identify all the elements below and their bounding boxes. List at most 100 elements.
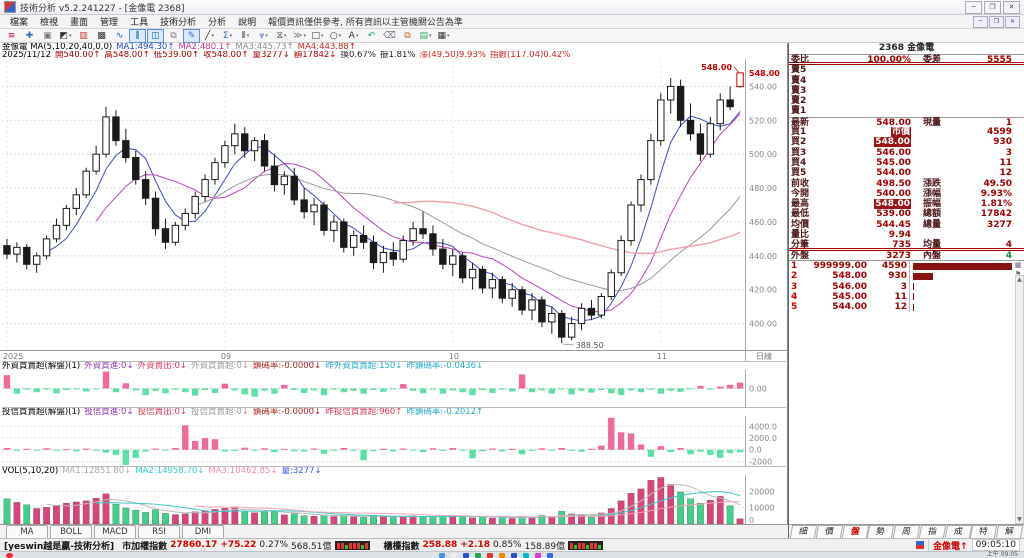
quote-value-2 (959, 230, 1022, 240)
window-icon[interactable]: ▣ (39, 29, 56, 43)
quote-value: 9.94 (888, 230, 911, 241)
draw-icon-glyph: ✎ (187, 30, 196, 41)
menu-item-5[interactable]: 技術分析 (160, 18, 197, 28)
chart-panel-icon-glyph: ◫ (151, 30, 160, 41)
quote-panel: 2368 金像電 委比 100.00% 委差 5555 賣5 賣4 賣3 賣2 賣1 最新 548.0… (788, 43, 1024, 538)
draw-icon[interactable]: ✎ (183, 28, 200, 43)
grid-icon[interactable]: ▦ (1014, 261, 1022, 269)
menu-item-7[interactable]: 說明 (238, 18, 257, 28)
menu-item-2[interactable]: 畫面 (70, 18, 89, 28)
taskbar-app-icon[interactable] (439, 552, 445, 558)
menu-item-0[interactable]: 檔案 (10, 18, 29, 28)
quote-tab-解[interactable]: 解 (996, 525, 1024, 538)
quote-tab-細[interactable]: 細 (789, 525, 817, 538)
quote-label-2: 振幅 (923, 199, 942, 210)
menu-item-1[interactable]: 檢視 (40, 18, 59, 28)
quote-value: 544.45 (876, 219, 911, 230)
indicator-tab-boll[interactable]: BOLL (50, 525, 92, 538)
undo-icon[interactable]: ↶ (363, 29, 380, 43)
child-close-button[interactable]: ✕ (1005, 15, 1020, 28)
quote-tab-勢[interactable]: 勢 (867, 525, 895, 538)
bid-price: 546.00 (876, 147, 911, 158)
ask-row-1: 賣1 (789, 106, 1024, 116)
chart-candle-icon[interactable]: ⫼ (129, 28, 146, 43)
depth-row: 5 544.00 12 (789, 302, 1024, 313)
scroll-up-icon[interactable]: ▲ (1017, 276, 1022, 283)
quote-tab-周[interactable]: 周 (892, 525, 921, 538)
chart-line-icon[interactable]: ∿ (111, 29, 128, 43)
add-icon[interactable]: ✚ (21, 29, 38, 43)
menu-item-3[interactable]: 管理 (100, 18, 119, 28)
indicator-tab-ma[interactable]: MA (6, 525, 48, 538)
trendline-icon[interactable]: ╱ ▾ (201, 29, 218, 43)
indicator-tab-macd[interactable]: MACD (94, 525, 136, 538)
taskbar-app-icon[interactable] (535, 552, 541, 558)
kline-bw-icon[interactable]: ▩ (93, 29, 110, 43)
bid-row-3: 買3 546.00 3 (789, 148, 1024, 158)
taskbar-app-icon[interactable] (463, 552, 469, 558)
taskbar-app-icon[interactable] (475, 552, 481, 558)
kline-red-icon[interactable]: ▥ (75, 29, 92, 43)
bid-row-4: 買4 545.00 11 (789, 158, 1024, 168)
quote-value: 3273 (885, 250, 911, 261)
taskbar-app-icon[interactable] (499, 552, 505, 558)
pattern-icon[interactable]: ≫ ▾ (291, 29, 308, 43)
quote-tab-價[interactable]: 價 (815, 525, 843, 538)
taskbar-app-icon[interactable] (523, 552, 529, 558)
menu-item-6[interactable]: 分析 (208, 18, 227, 28)
minibar (360, 544, 364, 549)
scroll-down-icon[interactable]: ▼ (1017, 516, 1022, 523)
child-minimize-button[interactable]: ─ (973, 15, 988, 28)
taskbar-app-icon[interactable] (511, 552, 517, 558)
dropdown-arrow-icon: ▾ (321, 32, 324, 39)
text-tool-icon[interactable]: A ▾ (345, 29, 362, 43)
gann-icon[interactable]: ⧖ ▾ (273, 29, 290, 43)
rect-tool-icon[interactable]: □ ▾ (309, 29, 326, 43)
compare-icon[interactable]: ⧉ (165, 29, 182, 43)
pin-icon[interactable]: ⚑ (1014, 270, 1022, 278)
candlestick-chart[interactable]: 400.00 420.00 440.00 460.00 480.00 500.00 520.… (0, 59, 788, 361)
svg-text:388.50: 388.50 (576, 341, 604, 350)
restore-button[interactable]: ❐ (984, 0, 1001, 14)
fib-icon[interactable]: ⦀ ▾ (237, 29, 254, 43)
depth-bar-track (913, 272, 1012, 280)
quote-tab-指[interactable]: 指 (918, 525, 946, 538)
wave-icon[interactable]: ⩔ ▾ (255, 29, 272, 43)
quote-tab-特[interactable]: 特 (970, 525, 998, 538)
taskbar-app-icon[interactable] (547, 552, 553, 558)
stock-pick-icon[interactable]: ◩ ▾ (57, 29, 74, 43)
taskbar-app-icon[interactable] (487, 552, 493, 558)
indicator-tab-rsi[interactable]: RSI (138, 525, 180, 538)
quote-label-2: 總量 (923, 219, 942, 230)
trust-flow-chart[interactable]: 4000.0 2000.0 0.0 -2000 (0, 416, 788, 466)
eraser-icon[interactable]: ⌫ (381, 29, 398, 43)
refresh-icon[interactable] (916, 541, 925, 549)
taskbar-app-icon[interactable] (451, 552, 457, 558)
circle-tool-icon[interactable]: ○ ▾ (327, 29, 344, 43)
palette-icon[interactable]: ▤ ▾ (417, 29, 434, 43)
minimize-button[interactable]: ─ (965, 0, 982, 14)
quote-tab-成[interactable]: 成 (944, 525, 972, 538)
depth-volume: 11 (867, 291, 910, 303)
quote-value: 100.00% (867, 55, 911, 65)
legend-segment: MA3:445.73↑ (235, 43, 294, 51)
notification-icon[interactable] (6, 552, 13, 558)
list-icon[interactable]: ≡ (3, 29, 20, 43)
channel-icon[interactable]: Σ ▾ (219, 29, 236, 43)
foreign-flow-chart[interactable]: 0.00 (0, 370, 788, 407)
child-restore-button[interactable]: ❐ (989, 15, 1004, 28)
bid-price: 544.00 (876, 168, 911, 179)
legend-segment: 金像電 MA(5,10,20,40,0,0) (2, 43, 113, 51)
legend-segment: MA2:14958.70↓ (135, 466, 205, 476)
volume-chart[interactable]: 20000 10000 0 (0, 475, 788, 524)
depth-rank: 2 (791, 271, 798, 282)
close-button[interactable]: ✕ (1003, 0, 1020, 14)
copy-icon[interactable]: ⧉ (399, 29, 416, 43)
chart-panel-icon[interactable]: ◫ (147, 28, 164, 43)
save-icon[interactable]: ▦ ▾ (435, 29, 452, 43)
quote-scrollbar[interactable]: ▲ ▼ (1015, 275, 1024, 524)
ask-row-2: 賣2 (789, 96, 1024, 106)
menu-item-4[interactable]: 工具 (130, 18, 149, 28)
quote-tab-盤[interactable]: 盤 (841, 525, 869, 538)
indicator-tab-dmi[interactable]: DMI (182, 525, 224, 538)
